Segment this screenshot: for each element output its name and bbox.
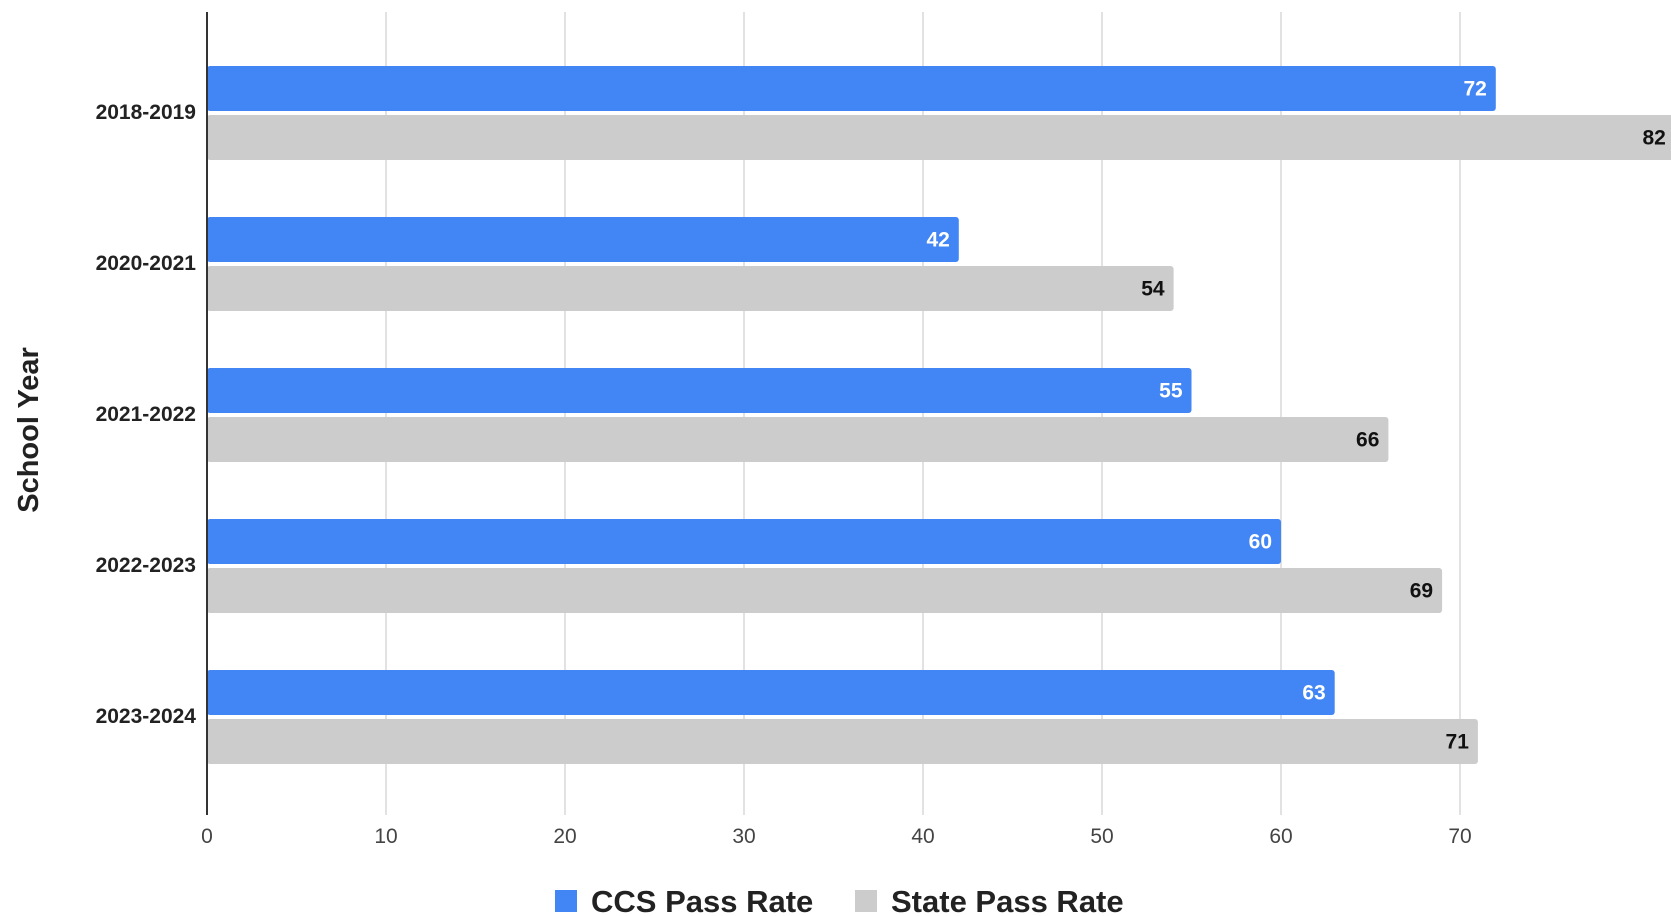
category-label: 2021-2022: [96, 403, 196, 426]
y-axis-title: School Year: [13, 347, 45, 513]
x-tick-label: 20: [553, 825, 576, 848]
x-tick-label: 60: [1269, 825, 1292, 848]
ccs-bar: [207, 368, 1192, 413]
data-label: 69: [1410, 580, 1433, 603]
data-label: 63: [1302, 682, 1325, 705]
data-label: 71: [1446, 731, 1470, 754]
category-label: 2020-2021: [96, 252, 197, 275]
ccs-bar: [207, 670, 1335, 715]
ccs-bar: [207, 66, 1496, 111]
state-bar: [207, 266, 1174, 311]
legend-swatch: [855, 890, 877, 912]
ccs-bar: [207, 519, 1281, 564]
state-bar: [207, 417, 1389, 462]
data-label: 60: [1249, 531, 1272, 554]
ccs-bar: [207, 217, 959, 262]
legend: CCS Pass Rate State Pass Rate: [555, 884, 1124, 916]
legend-label: CCS Pass Rate: [591, 884, 813, 916]
category-labels: 2018-2019 2020-2021 2021-2022 2022-2023 2023…: [96, 101, 197, 728]
bars: [207, 66, 1671, 764]
data-label: 82: [1642, 127, 1665, 150]
x-tick-labels: 0 10 20 30 40 50 60 70: [201, 825, 1472, 848]
state-bar: [207, 115, 1671, 160]
data-labels: 72 82 42 54 55 66 60 69 63 71: [926, 78, 1665, 754]
state-bar: [207, 719, 1478, 764]
category-label: 2018-2019: [96, 101, 196, 124]
data-label: 55: [1159, 380, 1183, 403]
x-tick-label: 10: [374, 825, 397, 848]
x-tick-label: 0: [201, 825, 213, 848]
data-label: 72: [1463, 78, 1486, 101]
legend-label: State Pass Rate: [891, 884, 1124, 916]
data-label: 42: [926, 229, 949, 252]
x-tick-label: 40: [911, 825, 934, 848]
data-label: 54: [1141, 278, 1165, 301]
x-tick-label: 30: [732, 825, 755, 848]
x-tick-label: 70: [1448, 825, 1471, 848]
x-tick-label: 50: [1090, 825, 1113, 848]
data-label: 66: [1356, 429, 1379, 452]
state-bar: [207, 568, 1443, 613]
category-label: 2023-2024: [96, 705, 197, 728]
category-label: 2022-2023: [96, 554, 196, 577]
legend-swatch: [555, 890, 577, 912]
